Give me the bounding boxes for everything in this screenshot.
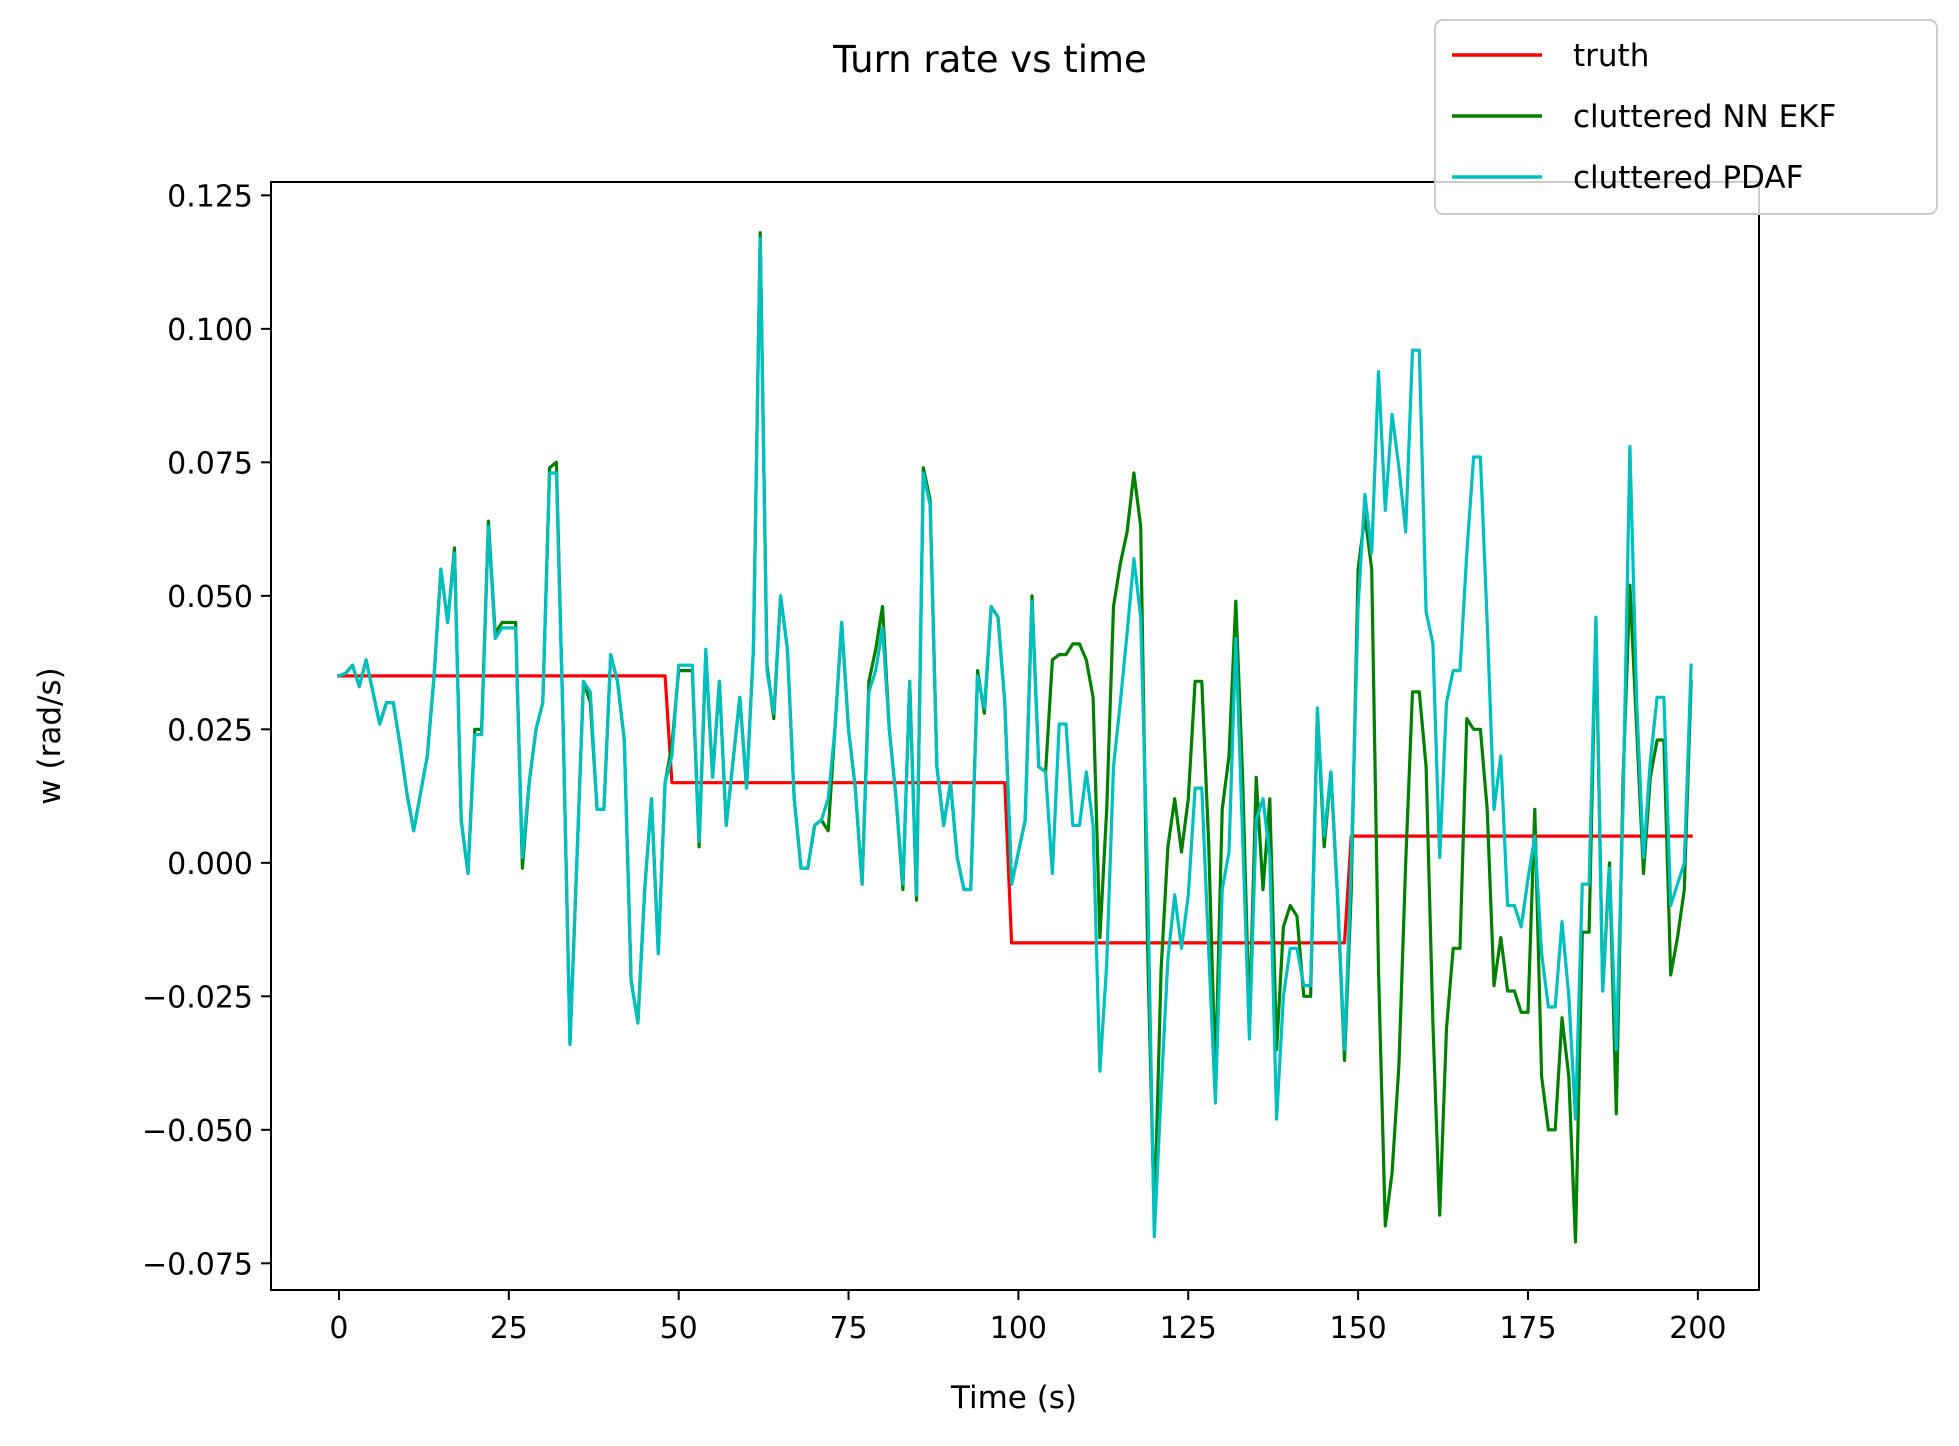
plot-area xyxy=(270,181,1760,1291)
y-tick-label: 0.075 xyxy=(167,446,253,481)
legend-label: cluttered PDAF xyxy=(1573,160,1803,196)
y-tick-label: 0.100 xyxy=(167,313,253,348)
y-tick-label: −0.075 xyxy=(142,1247,253,1282)
series-layer xyxy=(336,231,1693,1244)
y-axis: 0.125 0.100 0.075 0.050 0.025 0.000 −0.025 −0.0… xyxy=(142,179,271,1282)
y-tick-label: 0.000 xyxy=(167,847,253,882)
legend-box xyxy=(1434,19,1938,215)
x-tick-label: 75 xyxy=(829,1311,867,1346)
y-tick-label: 0.125 xyxy=(167,179,253,214)
x-axis: 0 25 50 75 100 125 150 175 200 xyxy=(329,1290,1726,1346)
x-axis-title: Time (s) xyxy=(950,1380,1077,1416)
plot-frame xyxy=(270,181,1760,1291)
y-tick-label: 0.025 xyxy=(167,713,253,748)
legend-entries: truth cluttered NN EKF cluttered PDAF xyxy=(1452,38,1836,196)
legend: truth cluttered NN EKF cluttered PDAF xyxy=(1434,19,1938,215)
y-axis-title: w (rad/s) xyxy=(32,667,68,804)
series-line-cluttered-pdaf xyxy=(336,236,1693,1239)
y-tick-label: −0.025 xyxy=(142,980,253,1015)
y-tick-label: 0.050 xyxy=(167,580,253,615)
x-tick-label: 25 xyxy=(490,1311,528,1346)
x-tick-label: 50 xyxy=(660,1311,698,1346)
legend-label: cluttered NN EKF xyxy=(1573,99,1836,135)
x-tick-label: 125 xyxy=(1160,1311,1217,1346)
x-tick-label: 0 xyxy=(329,1311,348,1346)
x-tick-label: 175 xyxy=(1499,1311,1556,1346)
legend-label: truth xyxy=(1573,38,1649,74)
y-tick-label: −0.050 xyxy=(142,1114,253,1149)
chart-title: Turn rate vs time xyxy=(832,38,1147,81)
x-tick-label: 200 xyxy=(1669,1311,1726,1346)
x-tick-label: 100 xyxy=(990,1311,1047,1346)
x-tick-label: 150 xyxy=(1329,1311,1386,1346)
